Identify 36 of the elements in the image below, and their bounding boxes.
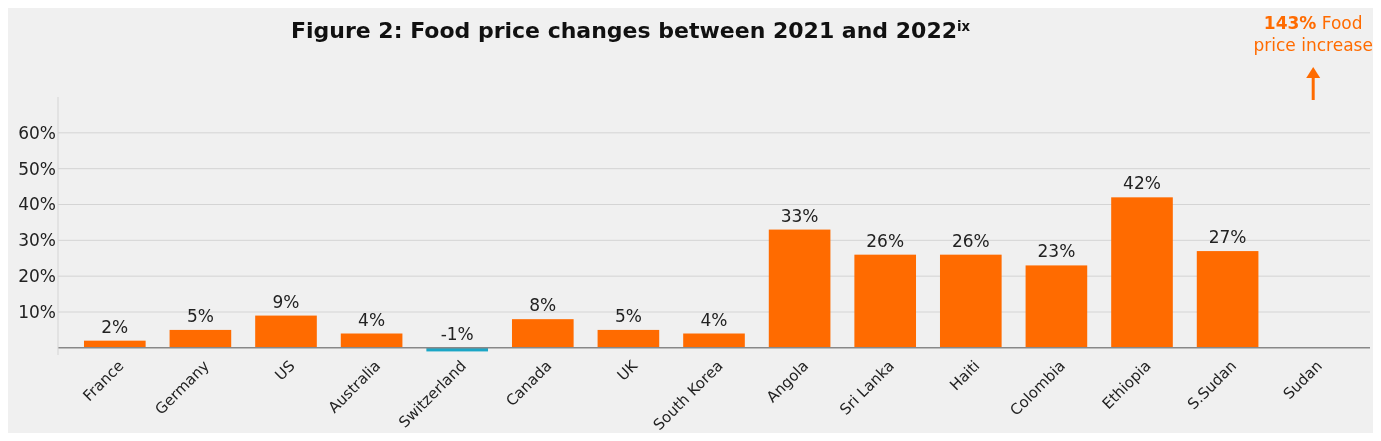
x-tick-label: UK [613,356,642,385]
bar [597,329,660,348]
y-tick-label: 30% [18,230,56,251]
bar [854,254,917,348]
data-label: 26% [866,230,905,251]
bar [169,329,232,348]
y-tick-label: 10% [18,301,56,322]
data-label: 26% [951,230,990,251]
data-label: 42% [1123,173,1161,194]
y-tick-label: 50% [18,158,56,179]
data-label: 8% [529,295,557,316]
data-label: 27% [1208,227,1247,248]
data-label: 5% [186,305,214,326]
bar [1196,251,1259,348]
data-label: 5% [614,305,642,326]
data-label: 9% [272,291,300,312]
y-tick-label: 40% [18,194,56,215]
bar [511,319,574,348]
data-label: 2% [101,316,129,337]
y-tick-label: 60% [18,122,56,143]
data-label: -1% [440,323,474,344]
bar [768,229,831,348]
bar [255,315,317,348]
y-tick-label: 20% [18,266,56,287]
data-label: 33% [780,205,819,226]
text: 143% Food price increase [1253,13,1373,55]
x-tick-label: US [271,356,299,385]
bar [939,254,1002,348]
chart-title: Figure 2: Food price changes between 2021 and 2022$^{ix}$ [290,18,971,43]
bar [683,333,745,348]
data-label: 23% [1037,241,1076,262]
data-label: 4% [700,309,728,330]
bar [1025,265,1088,348]
bar [340,333,403,348]
data-label: 4% [358,309,386,330]
bar [1111,197,1173,348]
